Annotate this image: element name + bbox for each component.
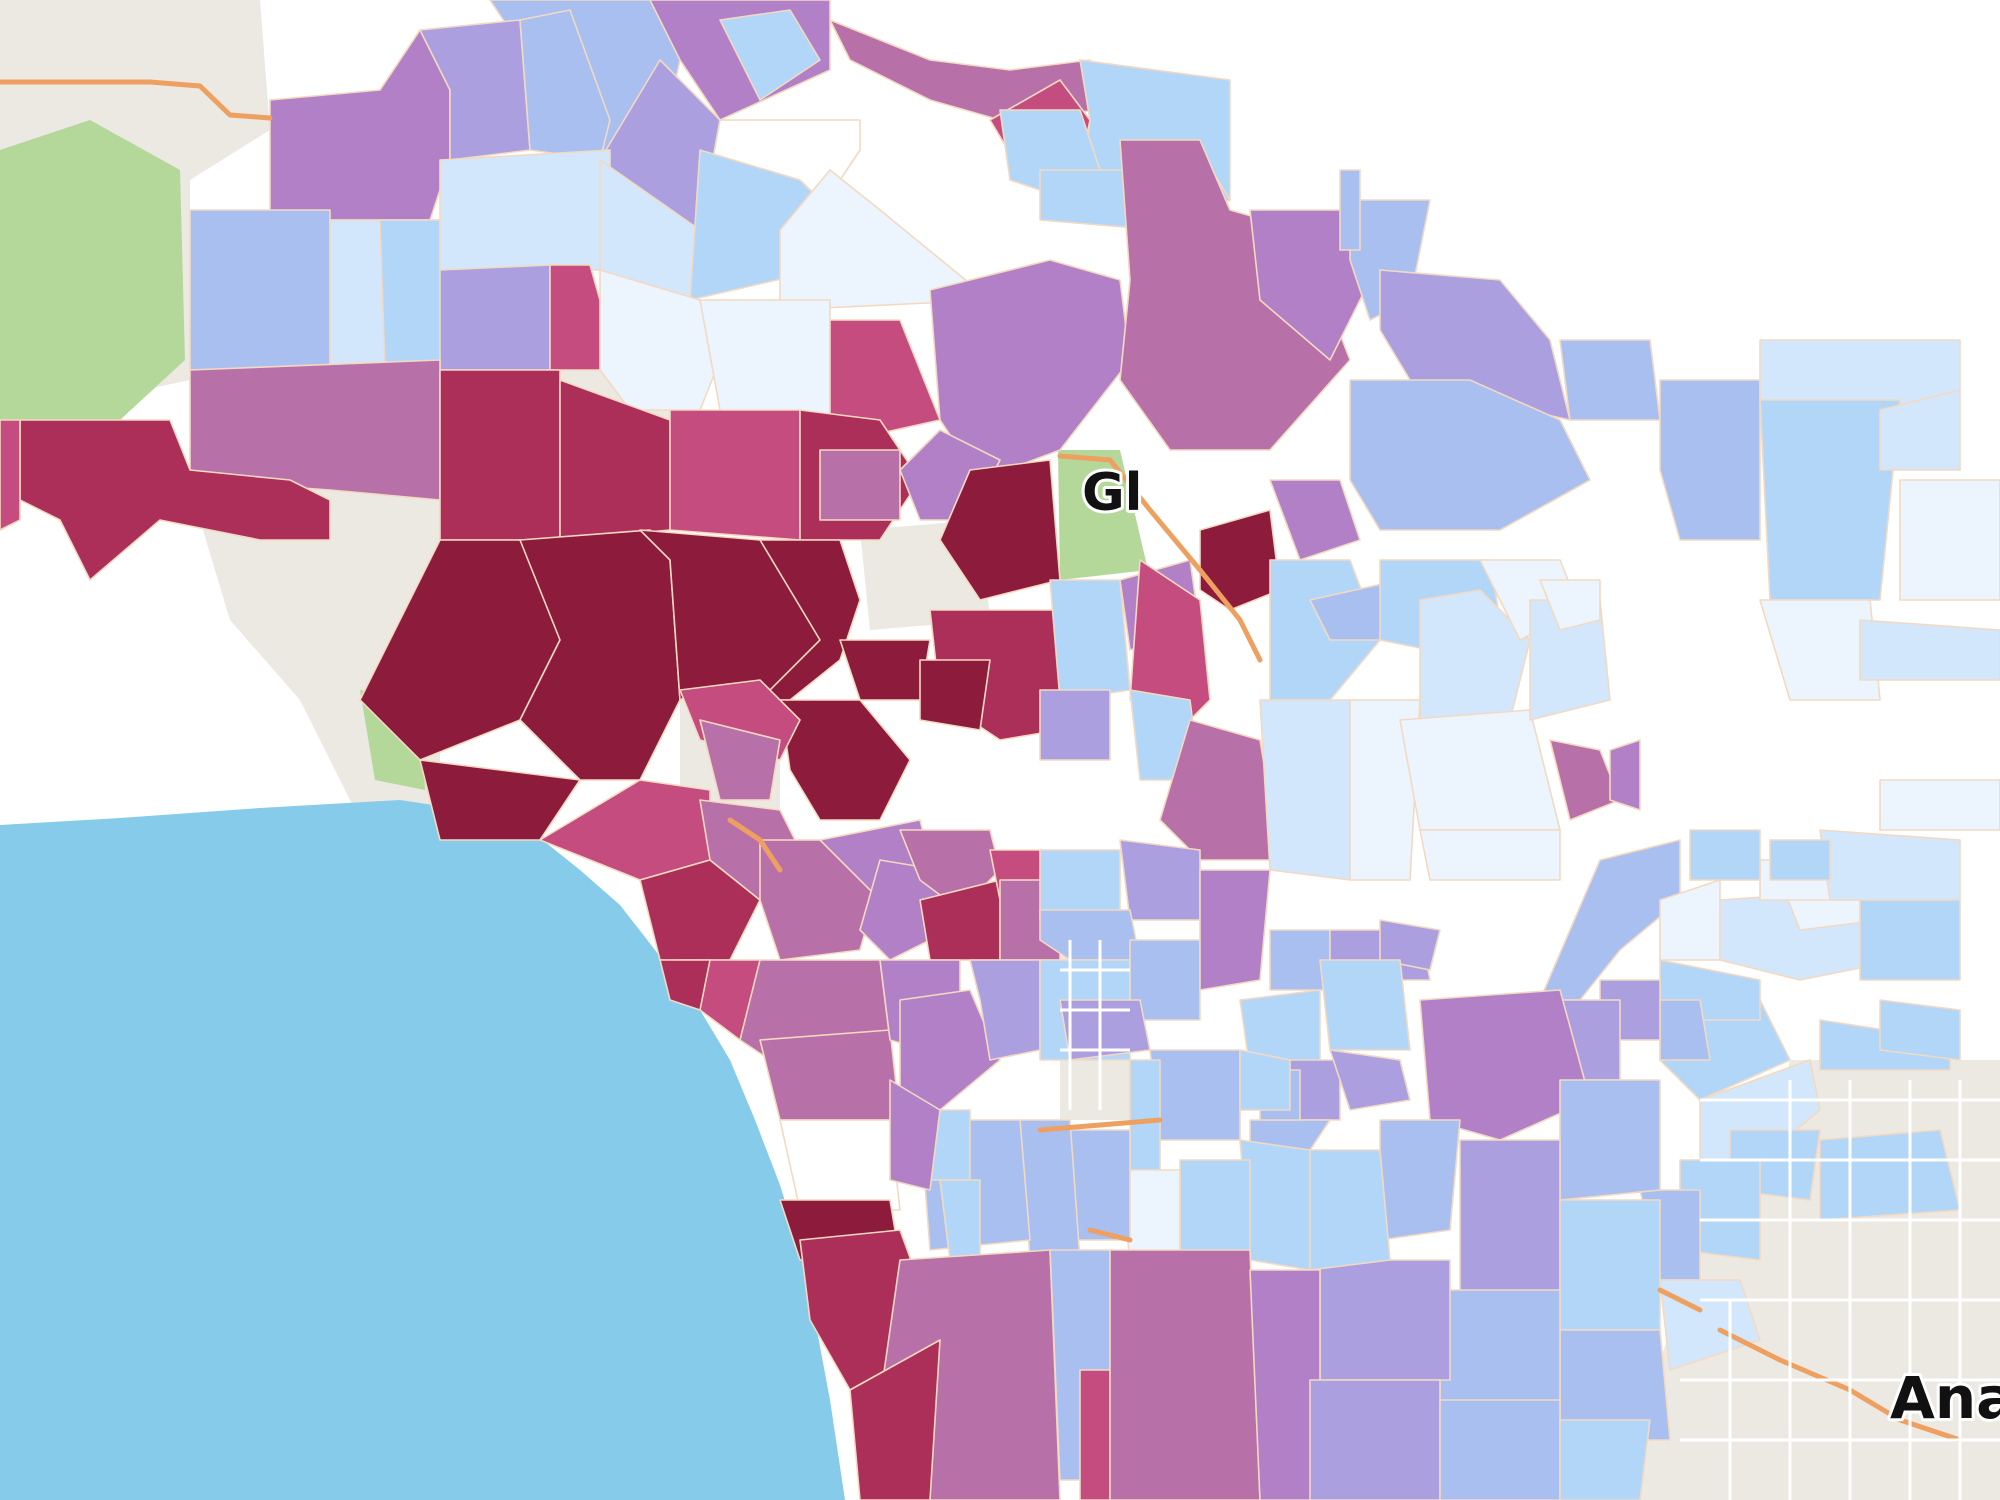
- region[interactable]: [189, 359, 441, 501]
- city-label-anaheim: Ana: [1890, 1364, 2000, 1432]
- region[interactable]: [669, 409, 801, 541]
- region[interactable]: [849, 1339, 941, 1500]
- region[interactable]: [1759, 599, 1881, 701]
- region[interactable]: [1559, 1199, 1661, 1331]
- region[interactable]: [1199, 869, 1271, 991]
- street-grid: [1060, 940, 2000, 1500]
- region[interactable]: [1459, 1139, 1561, 1301]
- city-label-glendale: Gl: [1082, 463, 1143, 523]
- region[interactable]: [1269, 479, 1361, 561]
- region[interactable]: [439, 264, 551, 371]
- region[interactable]: [1559, 1419, 1651, 1500]
- region[interactable]: [1859, 619, 2000, 681]
- region[interactable]: [1899, 479, 2000, 601]
- region[interactable]: [19, 419, 331, 581]
- region[interactable]: [1319, 959, 1411, 1051]
- region[interactable]: [829, 319, 941, 441]
- region[interactable]: [439, 369, 561, 541]
- region[interactable]: [899, 989, 1001, 1111]
- region[interactable]: [1819, 1129, 1961, 1221]
- region[interactable]: [1879, 389, 1961, 471]
- region[interactable]: [1119, 839, 1201, 921]
- region[interactable]: [1419, 989, 1591, 1141]
- region[interactable]: [1129, 939, 1201, 1021]
- region[interactable]: [1769, 839, 1831, 881]
- region[interactable]: [1299, 1149, 1391, 1271]
- region[interactable]: [379, 219, 441, 371]
- region[interactable]: [1559, 1079, 1661, 1201]
- region[interactable]: [1109, 1249, 1261, 1500]
- region[interactable]: [519, 9, 611, 161]
- region[interactable]: [1319, 1259, 1451, 1381]
- region[interactable]: [1689, 829, 1761, 881]
- region[interactable]: [1129, 1059, 1161, 1171]
- region[interactable]: [419, 19, 531, 161]
- region[interactable]: [939, 459, 1061, 601]
- region[interactable]: [1049, 579, 1131, 701]
- region[interactable]: [189, 209, 331, 371]
- park-santa-monica-mountains: [0, 120, 185, 430]
- region[interactable]: [419, 759, 581, 841]
- region[interactable]: [919, 659, 991, 731]
- region[interactable]: [889, 1079, 941, 1191]
- region[interactable]: [659, 959, 711, 1011]
- region[interactable]: [1309, 1379, 1441, 1500]
- region[interactable]: [699, 299, 831, 421]
- region[interactable]: [1119, 139, 1351, 451]
- region[interactable]: [1419, 589, 1531, 731]
- region[interactable]: [1759, 399, 1901, 601]
- region[interactable]: [1349, 699, 1421, 881]
- pacific-ocean: [0, 800, 845, 1500]
- region[interactable]: [639, 859, 761, 961]
- region[interactable]: [439, 149, 611, 271]
- region[interactable]: [1379, 1119, 1461, 1241]
- region[interactable]: [1149, 1049, 1241, 1141]
- region[interactable]: [1859, 899, 1961, 981]
- region[interactable]: [1879, 779, 2000, 831]
- region[interactable]: [1559, 339, 1661, 421]
- region[interactable]: [1199, 509, 1281, 611]
- region[interactable]: [1329, 1049, 1411, 1111]
- region[interactable]: [1419, 829, 1561, 881]
- region[interactable]: [1379, 919, 1441, 971]
- region[interactable]: [1239, 1049, 1291, 1111]
- region[interactable]: [779, 169, 991, 311]
- region[interactable]: [1159, 719, 1281, 861]
- region[interactable]: [1349, 379, 1591, 531]
- region[interactable]: [719, 9, 821, 101]
- region[interactable]: [1819, 829, 1961, 901]
- region[interactable]: [1879, 999, 1961, 1061]
- region[interactable]: [1439, 1399, 1561, 1500]
- region[interactable]: [1079, 1369, 1111, 1500]
- region[interactable]: [1039, 689, 1111, 761]
- region[interactable]: [759, 539, 861, 701]
- region[interactable]: [929, 259, 1131, 481]
- region[interactable]: [1259, 699, 1351, 881]
- region[interactable]: [759, 1029, 901, 1121]
- region[interactable]: [779, 1119, 901, 1211]
- region[interactable]: [0, 419, 21, 531]
- region[interactable]: [1609, 739, 1641, 811]
- region[interactable]: [1659, 379, 1761, 541]
- region[interactable]: [1339, 169, 1361, 251]
- region[interactable]: [1249, 1269, 1321, 1500]
- region[interactable]: [969, 959, 1041, 1061]
- region[interactable]: [1539, 579, 1601, 631]
- region[interactable]: [699, 719, 781, 801]
- region[interactable]: [819, 449, 901, 521]
